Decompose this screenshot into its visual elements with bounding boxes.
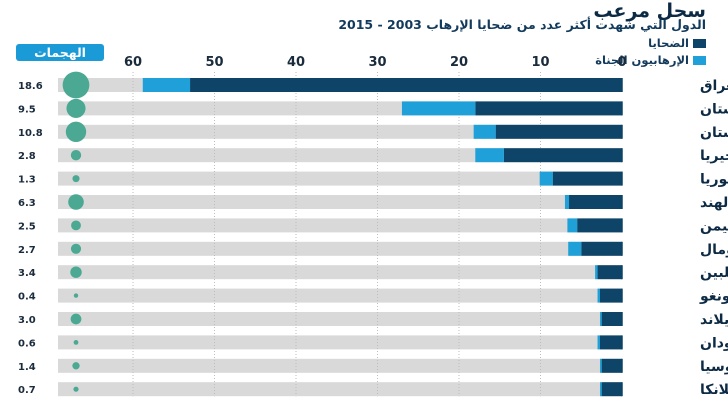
country-label: سريلانكا: [700, 382, 728, 398]
attack-value: 1.4: [18, 362, 36, 373]
country-label: الفلبين: [700, 265, 728, 281]
attack-value: 2.7: [18, 245, 36, 256]
bar-track: [58, 195, 622, 209]
bar-victims: [597, 265, 622, 280]
bar-track: [58, 288, 622, 303]
bar-victims: [503, 148, 622, 163]
attack-value: 3.0: [18, 315, 36, 326]
attack-bubble: [70, 243, 82, 254]
country-label: اليمن: [700, 218, 728, 234]
attack-bubble: [71, 220, 81, 231]
attack-bubble: [73, 386, 79, 392]
bar-track: [58, 312, 622, 326]
attack-bubble: [70, 313, 82, 325]
attack-bubble: [62, 71, 90, 99]
bar-perpetrators: [599, 358, 602, 373]
attack-value: 2.8: [18, 151, 36, 162]
attack-value: 6.3: [18, 198, 36, 209]
attack-value: 0.6: [18, 338, 36, 349]
country-label: نيجيريا: [700, 148, 728, 164]
legend-swatch-victims: [693, 38, 706, 48]
bar-victims: [569, 195, 622, 209]
country-label: الكونغو: [699, 289, 728, 305]
bar-perpetrators: [567, 218, 578, 233]
bar-victims: [577, 218, 622, 233]
bar-victims: [599, 335, 622, 350]
bar-perpetrators: [473, 124, 496, 139]
x-tick-label: 50: [205, 55, 223, 70]
attack-bubble: [73, 339, 79, 345]
attack-bubble: [68, 194, 84, 210]
country-label: تايلاند: [700, 312, 728, 328]
bar-track: [58, 265, 622, 280]
country-label: السودان: [700, 335, 728, 351]
bar-victims: [601, 358, 622, 373]
attack-bubble: [70, 266, 82, 278]
country-label: العراق: [700, 78, 728, 94]
legend: الضحايا الإرهابيون الجناة: [486, 36, 706, 70]
bar-perpetrators: [597, 335, 600, 350]
attack-value: 18.6: [18, 81, 43, 92]
bar-perpetrators: [597, 288, 600, 303]
bar-track: [58, 241, 622, 256]
bar-victims: [599, 288, 622, 303]
legend-item-perpetrators: الإرهابيون الجناة: [595, 53, 706, 67]
attack-bubble: [66, 98, 86, 118]
bar-perpetrators: [595, 265, 598, 280]
bar-victims: [190, 78, 623, 92]
country-label: أفغانستان: [700, 99, 728, 117]
attack-value: 2.5: [18, 221, 36, 232]
attacks-header: الهجمات: [16, 44, 104, 61]
bar-track: [58, 358, 622, 373]
bar-perpetrators: [539, 171, 553, 186]
legend-item-victims: الضحايا: [648, 36, 706, 50]
bar-victims: [495, 124, 622, 139]
bar-perpetrators: [599, 312, 602, 326]
bar-perpetrators: [599, 382, 602, 397]
bar-victims: [475, 101, 622, 116]
attack-value: 0.4: [18, 292, 36, 303]
bar-perpetrators: [568, 241, 582, 256]
x-tick-label: 20: [450, 55, 468, 70]
chart-title: سجل مرعب: [593, 0, 706, 22]
attack-value: 1.3: [18, 175, 36, 186]
attack-bubble: [65, 121, 87, 142]
attack-bubble: [70, 150, 82, 161]
bar-track: [58, 218, 622, 233]
attack-bubble: [72, 362, 80, 370]
country-label: الصومال: [700, 242, 728, 258]
bar-perpetrators: [401, 101, 476, 116]
bar-victims: [552, 171, 622, 186]
bar-perpetrators: [475, 148, 504, 163]
bar-track: [58, 171, 622, 186]
attack-value: 10.8: [18, 128, 43, 139]
attack-bubble: [73, 293, 79, 298]
bar-victims: [601, 382, 622, 397]
country-label: روسيا: [700, 359, 728, 375]
bar-victims: [581, 241, 622, 256]
legend-swatch-perpetrators: [693, 55, 706, 65]
x-tick-label: 10: [531, 55, 549, 70]
x-tick-label: 30: [368, 55, 386, 70]
bar-track: [58, 382, 622, 397]
bar-victims: [601, 312, 622, 326]
legend-label-perpetrators: الإرهابيون الجناة: [595, 53, 689, 67]
attack-value: 9.5: [18, 104, 36, 115]
country-label: باكستان: [700, 125, 728, 141]
bar-perpetrators: [142, 78, 191, 92]
x-tick-label: 0: [617, 55, 626, 70]
chart-subtitle: الدول التي شهدت أكثر عدد من ضحايا الإرها…: [338, 17, 706, 32]
attack-value: 0.7: [18, 385, 36, 396]
attack-bubble: [72, 175, 80, 183]
attack-value: 3.4: [18, 268, 36, 279]
country-label: الهند: [700, 195, 728, 211]
x-tick-label: 40: [287, 55, 305, 70]
bar-perpetrators: [564, 195, 570, 209]
legend-label-victims: الضحايا: [648, 36, 689, 50]
country-label: سوريا: [700, 172, 728, 188]
x-tick-label: 60: [124, 55, 142, 70]
bar-track: [58, 335, 622, 350]
